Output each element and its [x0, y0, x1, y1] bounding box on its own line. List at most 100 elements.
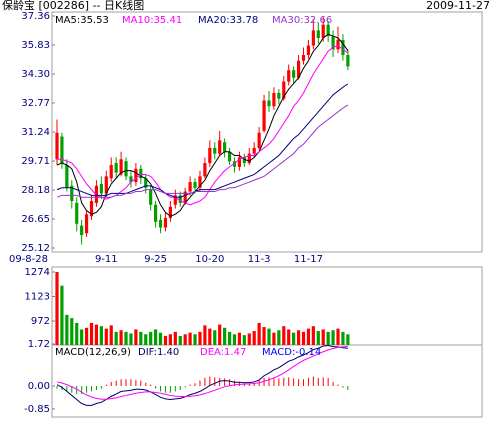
- y-tick-label: 34.30: [21, 69, 50, 80]
- volume-bar: [84, 327, 89, 345]
- candle-body: [208, 147, 212, 164]
- candle-body: [178, 195, 182, 203]
- candle-body: [193, 182, 197, 188]
- volume-bar: [168, 334, 172, 345]
- candle-body: [154, 204, 158, 222]
- candle-body: [94, 185, 99, 203]
- volume-bar: [213, 330, 217, 345]
- candle-body: [346, 55, 350, 67]
- volume-bar: [193, 334, 197, 345]
- volume-bar: [94, 324, 99, 345]
- volume-bar: [262, 327, 266, 345]
- candle-body: [198, 176, 202, 188]
- candle-body: [232, 161, 237, 167]
- volume-bar: [252, 331, 256, 345]
- candle-body: [203, 163, 207, 177]
- candle-body: [252, 147, 256, 154]
- volume-bar: [208, 328, 212, 345]
- y-tick-label: 28.18: [21, 185, 50, 196]
- volume-bar: [296, 330, 301, 345]
- candle-body: [134, 168, 138, 183]
- x-tick-label: 10-20: [195, 254, 224, 265]
- volume-bar: [346, 334, 350, 345]
- volume-bar: [277, 330, 281, 345]
- candle-body: [188, 182, 192, 192]
- x-tick-label: 11-3: [248, 254, 271, 265]
- volume-bar: [311, 326, 315, 345]
- legend-entry: MA30:32.66: [272, 15, 332, 26]
- candle-body: [80, 225, 84, 236]
- volume-bar: [149, 331, 153, 345]
- volume-bar: [80, 329, 84, 345]
- candle-body: [247, 153, 251, 164]
- volume-bar: [183, 334, 187, 345]
- legend-entry: DIF:1.40: [138, 347, 179, 358]
- volume-bar: [104, 328, 108, 345]
- x-tick-label: 9-11: [95, 254, 118, 265]
- volume-bar: [114, 331, 118, 345]
- volume-bar: [124, 331, 128, 345]
- legend-entry: MA10:35.41: [122, 15, 182, 26]
- candle-body: [242, 157, 246, 164]
- line: [56, 345, 348, 400]
- candle-body: [272, 92, 276, 107]
- volume-bar: [287, 329, 291, 345]
- candle-body: [331, 36, 335, 50]
- candle-body: [237, 157, 242, 167]
- chart-date: 2009-11-27: [426, 0, 490, 12]
- candle-body: [144, 178, 148, 188]
- candle-body: [139, 168, 143, 179]
- volume-bar: [336, 328, 340, 345]
- candle-body: [267, 100, 271, 107]
- candle-body: [306, 45, 311, 56]
- candle-body: [227, 151, 232, 162]
- volume-bar: [75, 322, 79, 345]
- y-tick-label: 1274: [25, 267, 50, 278]
- candle-body: [341, 39, 345, 56]
- legend-entry: MACD:-0.14: [262, 347, 321, 358]
- y-tick-label: 1123: [25, 292, 50, 303]
- candle-body: [65, 164, 69, 188]
- volume-bar: [158, 332, 163, 345]
- candle-body: [301, 55, 306, 61]
- volume-bar: [70, 318, 74, 345]
- line: [56, 83, 349, 198]
- volume-bar: [55, 272, 59, 345]
- legend-entry: MA5:35.53: [55, 15, 109, 26]
- candle-body: [109, 164, 113, 179]
- volume-bar: [232, 334, 237, 345]
- volume-bar: [154, 329, 158, 345]
- volume-bar: [331, 330, 335, 345]
- volume-bar: [321, 329, 325, 345]
- volume-bar: [129, 333, 133, 345]
- candle-body: [84, 214, 89, 234]
- volume-bar: [178, 335, 182, 345]
- candle-body: [287, 70, 291, 82]
- volume-bar: [203, 325, 207, 345]
- y-tick-label: 32.77: [21, 98, 50, 109]
- x-tick-label: 9-25: [144, 254, 167, 265]
- candle-body: [124, 161, 128, 177]
- x-tick-label: 09-8-28: [9, 254, 48, 265]
- candle-body: [70, 185, 74, 202]
- volume-bar: [326, 331, 330, 345]
- y-tick-label: 31.24: [21, 127, 50, 138]
- volume-bar: [242, 335, 246, 345]
- y-tick-label: 35.83: [21, 40, 50, 51]
- candle-body: [316, 30, 320, 38]
- volume-bar: [282, 326, 286, 345]
- candle-body: [262, 100, 266, 131]
- candle-body: [321, 24, 325, 38]
- candle-body: [277, 92, 281, 99]
- volume-bar: [173, 331, 177, 345]
- candle-body: [89, 201, 94, 217]
- candle-body: [257, 132, 261, 148]
- volume-bar: [99, 326, 103, 345]
- volume-bar: [218, 324, 222, 345]
- volume-bar: [247, 333, 251, 345]
- candle-body: [158, 219, 163, 228]
- volume-bar: [144, 334, 148, 345]
- volume-bar: [306, 328, 311, 345]
